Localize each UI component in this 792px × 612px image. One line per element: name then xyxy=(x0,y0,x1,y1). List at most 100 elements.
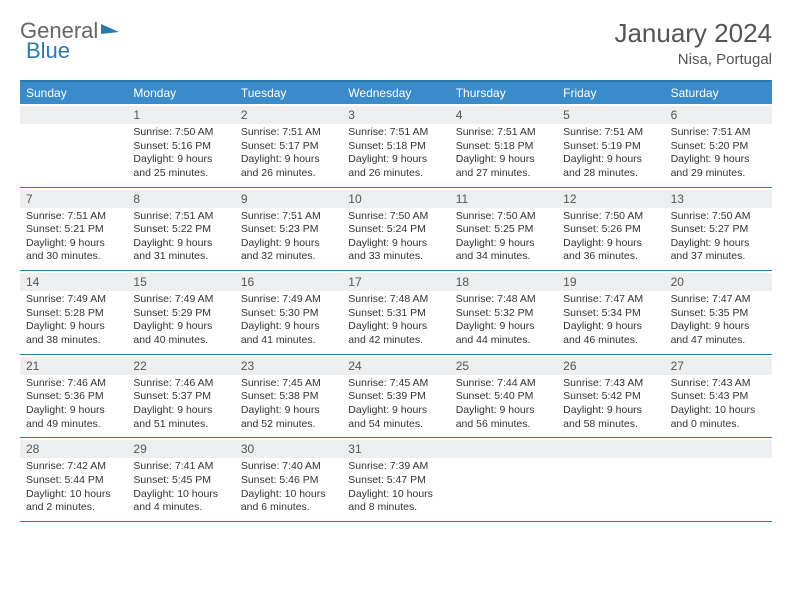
day-info: Sunrise: 7:51 AMSunset: 5:18 PMDaylight:… xyxy=(456,126,551,181)
date-number: 30 xyxy=(235,440,342,458)
sunset-text: Sunset: 5:22 PM xyxy=(133,223,228,237)
day-info: Sunrise: 7:51 AMSunset: 5:22 PMDaylight:… xyxy=(133,210,228,265)
logo-text-blue: Blue xyxy=(26,38,70,63)
calendar-cell: 2Sunrise: 7:51 AMSunset: 5:17 PMDaylight… xyxy=(235,104,342,187)
week-row: 14Sunrise: 7:49 AMSunset: 5:28 PMDayligh… xyxy=(20,271,772,355)
daylight-text: Daylight: 9 hours xyxy=(456,237,551,251)
sunrise-text: Sunrise: 7:43 AM xyxy=(563,377,658,391)
date-number: 11 xyxy=(450,190,557,208)
sunset-text: Sunset: 5:45 PM xyxy=(133,474,228,488)
sunset-text: Sunset: 5:42 PM xyxy=(563,390,658,404)
sunrise-text: Sunrise: 7:45 AM xyxy=(241,377,336,391)
weeks-container: 1 Sunrise: 7:50 AMSunset: 5:16 PMDaylight… xyxy=(20,104,772,522)
logo-triangle-icon xyxy=(101,22,119,34)
daylight-text: and 26 minutes. xyxy=(348,167,443,181)
daylight-text: Daylight: 10 hours xyxy=(348,488,443,502)
day-info: Sunrise: 7:49 AMSunset: 5:29 PMDaylight:… xyxy=(133,293,228,348)
sunrise-text: Sunrise: 7:43 AM xyxy=(671,377,766,391)
empty-date-band xyxy=(20,106,127,124)
day-info: Sunrise: 7:45 AMSunset: 5:38 PMDaylight:… xyxy=(241,377,336,432)
daylight-text: and 0 minutes. xyxy=(671,418,766,432)
date-number: 8 xyxy=(127,190,234,208)
calendar-cell: 16Sunrise: 7:49 AMSunset: 5:30 PMDayligh… xyxy=(235,271,342,354)
sunset-text: Sunset: 5:24 PM xyxy=(348,223,443,237)
date-number: 26 xyxy=(557,357,664,375)
daylight-text: and 51 minutes. xyxy=(133,418,228,432)
day-header-sunday: Sunday xyxy=(20,82,127,104)
sunrise-text: Sunrise: 7:45 AM xyxy=(348,377,443,391)
sunrise-text: Sunrise: 7:41 AM xyxy=(133,460,228,474)
date-number: 21 xyxy=(20,357,127,375)
day-info: Sunrise: 7:41 AMSunset: 5:45 PMDaylight:… xyxy=(133,460,228,515)
sunset-text: Sunset: 5:18 PM xyxy=(456,140,551,154)
calendar-cell: 5Sunrise: 7:51 AMSunset: 5:19 PMDaylight… xyxy=(557,104,664,187)
day-header-saturday: Saturday xyxy=(665,82,772,104)
sunrise-text: Sunrise: 7:46 AM xyxy=(26,377,121,391)
sunrise-text: Sunrise: 7:47 AM xyxy=(671,293,766,307)
day-info: Sunrise: 7:50 AMSunset: 5:16 PMDaylight:… xyxy=(133,126,228,181)
day-info: Sunrise: 7:47 AMSunset: 5:34 PMDaylight:… xyxy=(563,293,658,348)
day-header-thursday: Thursday xyxy=(450,82,557,104)
empty-date-band xyxy=(665,440,772,458)
sunset-text: Sunset: 5:26 PM xyxy=(563,223,658,237)
day-info: Sunrise: 7:51 AMSunset: 5:19 PMDaylight:… xyxy=(563,126,658,181)
date-number: 4 xyxy=(450,106,557,124)
sunset-text: Sunset: 5:25 PM xyxy=(456,223,551,237)
sunrise-text: Sunrise: 7:51 AM xyxy=(563,126,658,140)
sunset-text: Sunset: 5:37 PM xyxy=(133,390,228,404)
date-number: 3 xyxy=(342,106,449,124)
date-number: 31 xyxy=(342,440,449,458)
calendar-cell: 11 Sunrise: 7:50 AMSunset: 5:25 PMDayligh… xyxy=(450,188,557,271)
sunrise-text: Sunrise: 7:51 AM xyxy=(241,210,336,224)
daylight-text: and 49 minutes. xyxy=(26,418,121,432)
sunset-text: Sunset: 5:29 PM xyxy=(133,307,228,321)
daylight-text: and 36 minutes. xyxy=(563,250,658,264)
day-header-wednesday: Wednesday xyxy=(342,82,449,104)
calendar-cell: 22Sunrise: 7:46 AMSunset: 5:37 PMDayligh… xyxy=(127,355,234,438)
daylight-text: and 29 minutes. xyxy=(671,167,766,181)
daylight-text: and 44 minutes. xyxy=(456,334,551,348)
daylight-text: and 2 minutes. xyxy=(26,501,121,515)
week-row: 21Sunrise: 7:46 AMSunset: 5:36 PMDayligh… xyxy=(20,355,772,439)
sunrise-text: Sunrise: 7:50 AM xyxy=(563,210,658,224)
calendar-cell: 18Sunrise: 7:48 AMSunset: 5:32 PMDayligh… xyxy=(450,271,557,354)
sunrise-text: Sunrise: 7:39 AM xyxy=(348,460,443,474)
date-number: 23 xyxy=(235,357,342,375)
daylight-text: Daylight: 10 hours xyxy=(241,488,336,502)
calendar-cell: 9Sunrise: 7:51 AMSunset: 5:23 PMDaylight… xyxy=(235,188,342,271)
daylight-text: Daylight: 9 hours xyxy=(241,237,336,251)
day-header-tuesday: Tuesday xyxy=(235,82,342,104)
day-info: Sunrise: 7:50 AMSunset: 5:25 PMDaylight:… xyxy=(456,210,551,265)
sunset-text: Sunset: 5:44 PM xyxy=(26,474,121,488)
sunset-text: Sunset: 5:40 PM xyxy=(456,390,551,404)
date-number: 28 xyxy=(20,440,127,458)
week-row: 1 Sunrise: 7:50 AMSunset: 5:16 PMDaylight… xyxy=(20,104,772,188)
day-info: Sunrise: 7:51 AMSunset: 5:21 PMDaylight:… xyxy=(26,210,121,265)
daylight-text: Daylight: 9 hours xyxy=(133,404,228,418)
date-number: 13 xyxy=(665,190,772,208)
day-info: Sunrise: 7:50 AMSunset: 5:27 PMDaylight:… xyxy=(671,210,766,265)
calendar-cell: 25Sunrise: 7:44 AMSunset: 5:40 PMDayligh… xyxy=(450,355,557,438)
day-info: Sunrise: 7:49 AMSunset: 5:28 PMDaylight:… xyxy=(26,293,121,348)
daylight-text: Daylight: 9 hours xyxy=(456,404,551,418)
daylight-text: Daylight: 9 hours xyxy=(456,153,551,167)
calendar-cell: 7Sunrise: 7:51 AMSunset: 5:21 PMDaylight… xyxy=(20,188,127,271)
calendar-cell: 29Sunrise: 7:41 AMSunset: 5:45 PMDayligh… xyxy=(127,438,234,521)
daylight-text: and 56 minutes. xyxy=(456,418,551,432)
daylight-text: and 47 minutes. xyxy=(671,334,766,348)
daylight-text: Daylight: 9 hours xyxy=(671,153,766,167)
daylight-text: and 41 minutes. xyxy=(241,334,336,348)
date-number: 20 xyxy=(665,273,772,291)
calendar-cell: 6Sunrise: 7:51 AMSunset: 5:20 PMDaylight… xyxy=(665,104,772,187)
day-info: Sunrise: 7:42 AMSunset: 5:44 PMDaylight:… xyxy=(26,460,121,515)
daylight-text: Daylight: 9 hours xyxy=(348,237,443,251)
date-number: 9 xyxy=(235,190,342,208)
day-info: Sunrise: 7:46 AMSunset: 5:37 PMDaylight:… xyxy=(133,377,228,432)
sunrise-text: Sunrise: 7:51 AM xyxy=(26,210,121,224)
day-info: Sunrise: 7:51 AMSunset: 5:18 PMDaylight:… xyxy=(348,126,443,181)
sunrise-text: Sunrise: 7:49 AM xyxy=(133,293,228,307)
date-number: 12 xyxy=(557,190,664,208)
sunrise-text: Sunrise: 7:47 AM xyxy=(563,293,658,307)
date-number: 1 xyxy=(127,106,234,124)
daylight-text: Daylight: 9 hours xyxy=(348,404,443,418)
